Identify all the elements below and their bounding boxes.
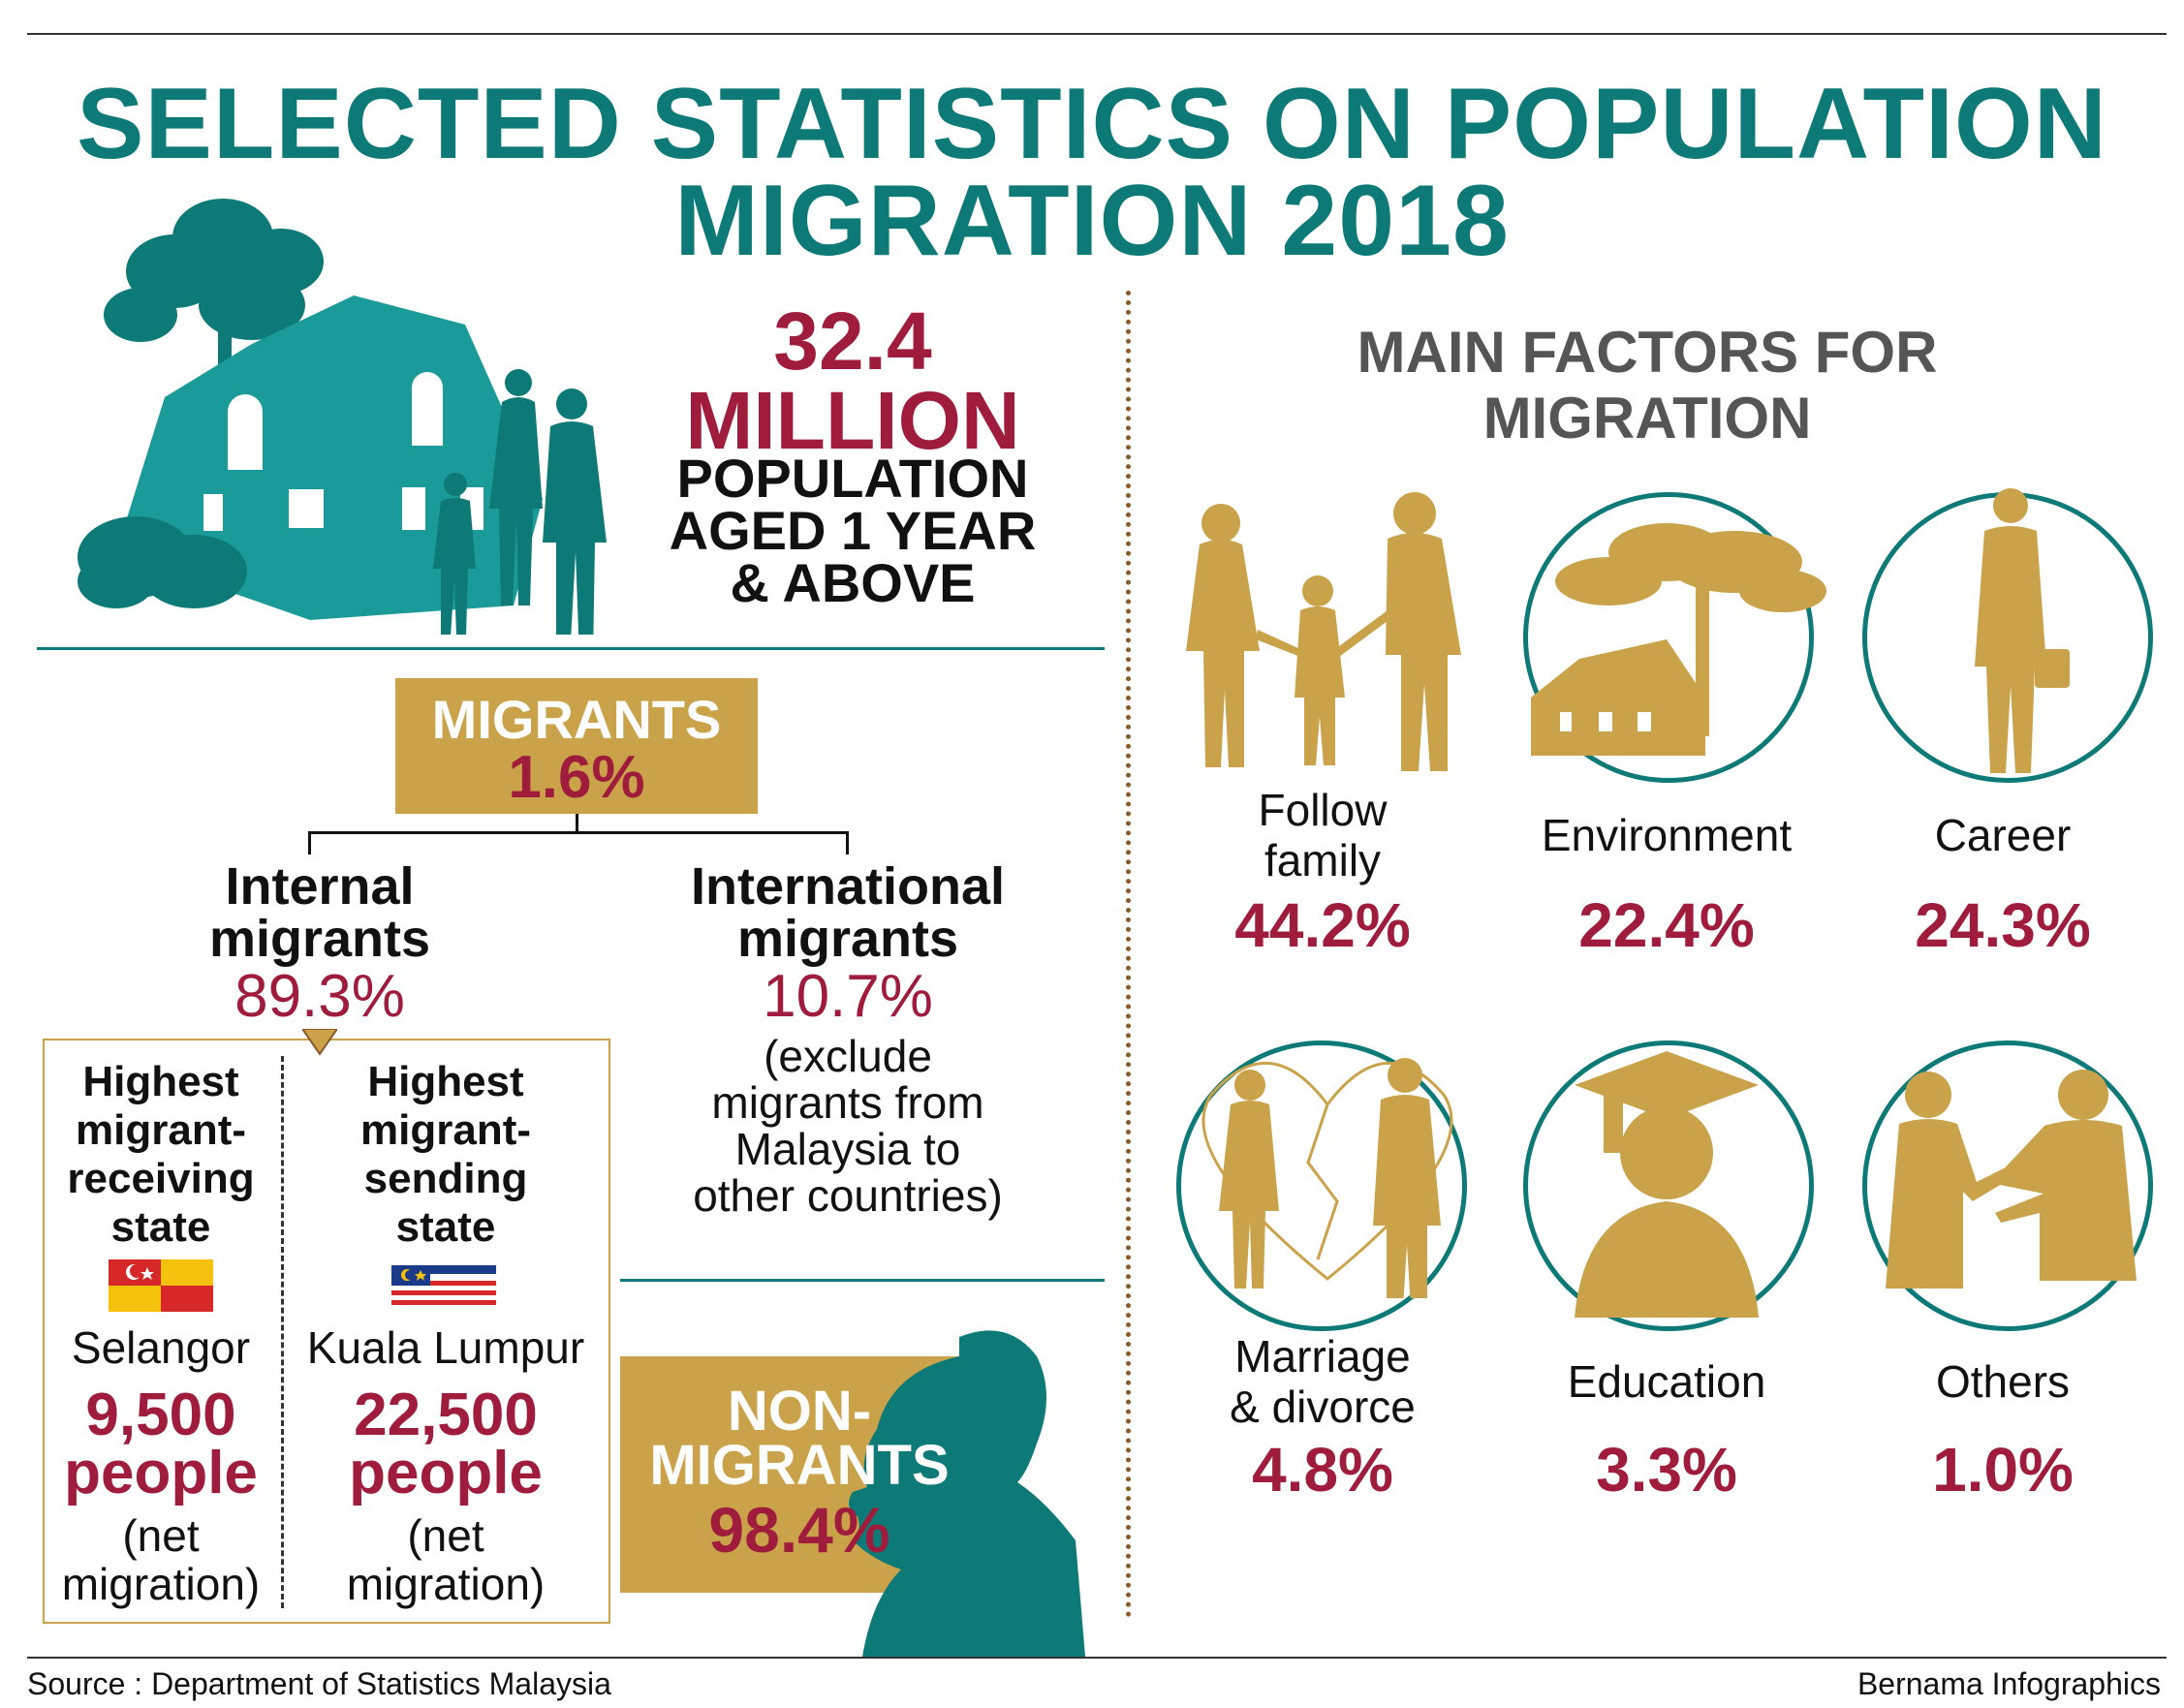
bottom-rule (27, 1657, 2167, 1659)
tree-icon (104, 199, 324, 412)
factor-5-label: Education (1567, 1356, 1766, 1407)
education-circle (1523, 1040, 1814, 1331)
migrants-value: 1.6% (508, 744, 645, 811)
receiving-note: (net migration) (45, 1511, 277, 1608)
factors-heading-2: MIGRATION (1482, 386, 1812, 450)
person-silhouette-icon (849, 1330, 1085, 1657)
tree-house-icon (1531, 523, 1826, 756)
internal-label-1: Internal (225, 857, 415, 916)
receiving-heading-1: Highest (82, 1058, 239, 1105)
house-windows (203, 372, 484, 531)
top-rule (27, 33, 2167, 35)
factor-1-label-1: Follow (1258, 785, 1388, 835)
factors-heading: MAIN FACTORS FOR MIGRATION (1260, 320, 2035, 451)
population-desc-1: POPULATION (676, 448, 1029, 509)
sending-note-2: migration) (346, 1559, 546, 1609)
factor-2-value: 22.4% (1578, 890, 1755, 960)
receiving-value: 9,500 (85, 1382, 236, 1448)
others-circle (1862, 1040, 2153, 1331)
sending-state: Kuala Lumpur (306, 1322, 585, 1373)
receiving-note-2: migration) (61, 1559, 261, 1609)
receiving-heading-3: receiving (67, 1155, 255, 1202)
international-label-1: International (690, 857, 1006, 916)
broken-heart-couple-icon (1201, 1058, 1453, 1298)
title-line-2: MIGRATION 2018 (674, 165, 1510, 277)
kuala-lumpur-flag-icon (391, 1265, 496, 1310)
sending-heading-3: sending (363, 1155, 528, 1202)
sending-unit: people (349, 1440, 543, 1506)
population-desc-2: AGED 1 YEAR (669, 500, 1037, 561)
connector-right (846, 831, 849, 854)
family-silhouette-icon (433, 369, 607, 635)
factor-6-label: Others (1935, 1356, 2071, 1407)
receiving-note-1: (net (122, 1510, 200, 1561)
international-note: (exclude migrants from Malaysia to other… (640, 1033, 1056, 1219)
non-migrants-label-1: NON- (727, 1380, 872, 1443)
factor-4-label: Marriage & divorce (1182, 1331, 1463, 1432)
family-icon (1186, 492, 1461, 771)
house-family-illustration (78, 199, 607, 635)
sending-heading-4: state (395, 1203, 496, 1251)
factor-2-label: Environment (1541, 810, 1793, 860)
non-migrants-divider (620, 1279, 1105, 1282)
connector-bar (308, 831, 849, 834)
section-divider (37, 647, 1105, 650)
receiving-heading-2: migrant- (76, 1106, 246, 1154)
migrants-box: MIGRANTS 1.6% (395, 678, 758, 814)
international-value: 10.7% (763, 963, 933, 1030)
sending-heading-1: Highest (367, 1058, 524, 1105)
factor-4-label-1: Marriage (1234, 1331, 1411, 1382)
factor-3-label: Career (1934, 810, 2072, 860)
businessman-icon (1975, 488, 2070, 773)
title-line-1: SELECTED STATISTICS ON POPULATION (77, 68, 2107, 180)
international-note-4: other countries) (693, 1170, 1003, 1221)
internal-value: 89.3% (234, 963, 405, 1030)
column-divider (1126, 291, 1131, 1618)
international-note-1: (exclude (764, 1031, 932, 1081)
factor-1-label: Follow family (1182, 785, 1463, 885)
marriage-circle (1176, 1040, 1467, 1331)
factor-6-value: 1.0% (1932, 1435, 2074, 1505)
sending-heading-2: migrant- (360, 1106, 531, 1154)
receiving-heading-4: state (110, 1203, 211, 1251)
international-label-2: migrants (736, 910, 959, 968)
sending-note-1: (net (407, 1510, 484, 1561)
connector-left (308, 831, 311, 854)
factor-4-label-2: & divorce (1230, 1382, 1416, 1432)
migrants-label: MIGRANTS (431, 689, 722, 750)
factor-1-value: 44.2% (1234, 890, 1411, 960)
sending-note: (net migration) (291, 1511, 601, 1608)
factors-heading-1: MAIN FACTORS FOR (1357, 320, 1938, 385)
internal-label-2: migrants (208, 910, 431, 968)
receiving-unit: people (64, 1440, 258, 1506)
population-desc-3: & ABOVE (730, 552, 976, 613)
factor-3-value: 24.3% (1915, 890, 2091, 960)
source-note: Source : Department of Statistics Malays… (27, 1666, 611, 1701)
receiving-heading: Highest migrant- receiving state (45, 1058, 277, 1252)
non-migrants-value: 98.4% (708, 1494, 890, 1566)
pointer-triangle (302, 1029, 337, 1056)
population-unit: MILLION (685, 375, 1020, 466)
sending-heading: Highest migrant- sending state (291, 1058, 601, 1252)
international-note-3: Malaysia to (734, 1124, 961, 1174)
conversation-icon (1886, 1070, 2137, 1289)
selangor-flag-icon (109, 1259, 213, 1312)
factor-1-label-2: family (1264, 835, 1382, 885)
sending-value: 22,500 (354, 1382, 538, 1448)
factor-4-value: 4.8% (1252, 1435, 1393, 1505)
state-divider (281, 1056, 284, 1608)
page-title: SELECTED STATISTICS ON POPULATION MIGRAT… (0, 68, 2184, 277)
graduate-icon (1575, 1051, 1759, 1318)
non-migrants-label-2: MIGRANTS (649, 1434, 950, 1497)
factor-5-value: 3.3% (1596, 1435, 1737, 1505)
receiving-state: Selangor (71, 1322, 251, 1373)
connector-stem (576, 814, 578, 833)
environment-circle (1523, 492, 1814, 783)
international-note-2: migrants from (711, 1077, 984, 1128)
bush-icon (78, 516, 247, 608)
population-value: 32.4 (773, 295, 932, 387)
credit-note: Bernama Infographics (1856, 1666, 2161, 1701)
